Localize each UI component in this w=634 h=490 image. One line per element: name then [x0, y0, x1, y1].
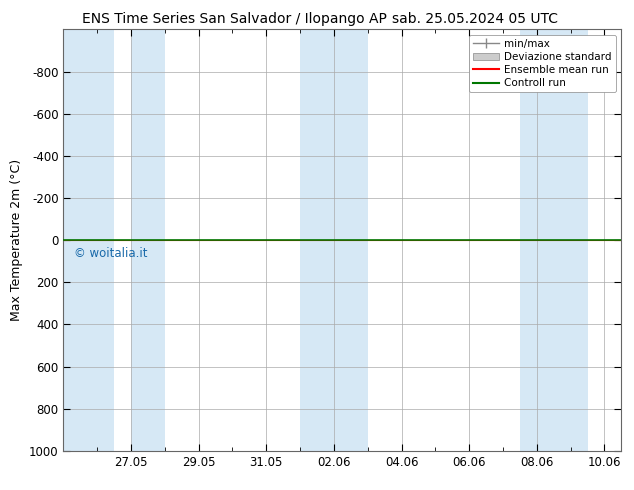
Text: sab. 25.05.2024 05 UTC: sab. 25.05.2024 05 UTC	[392, 12, 558, 26]
Bar	[131, 29, 165, 451]
Bar	[63, 29, 114, 451]
Text: © woitalia.it: © woitalia.it	[74, 247, 147, 261]
Y-axis label: Max Temperature 2m (°C): Max Temperature 2m (°C)	[10, 159, 23, 321]
Text: ENS Time Series San Salvador / Ilopango AP: ENS Time Series San Salvador / Ilopango …	[82, 12, 387, 26]
Legend: min/max, Deviazione standard, Ensemble mean run, Controll run: min/max, Deviazione standard, Ensemble m…	[469, 35, 616, 92]
Bar	[520, 29, 588, 451]
Bar	[300, 29, 368, 451]
